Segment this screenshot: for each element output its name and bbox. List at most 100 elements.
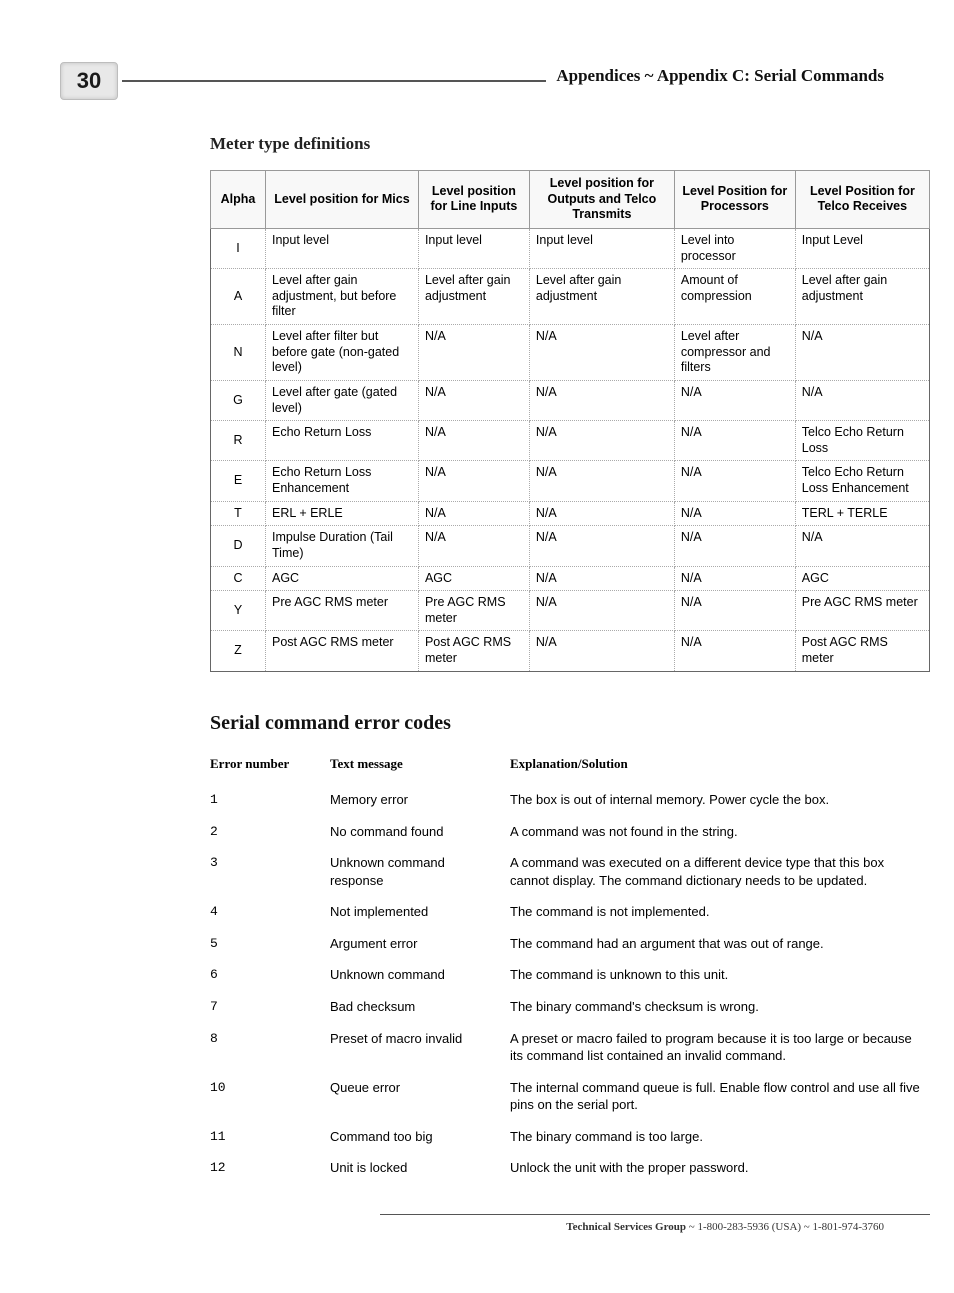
table-cell: Level after gain adjustment bbox=[418, 269, 529, 325]
error-number: 2 bbox=[210, 816, 330, 848]
table-cell: Input level bbox=[418, 228, 529, 268]
table-row: ZPost AGC RMS meterPost AGC RMS meterN/A… bbox=[211, 631, 930, 671]
error-message: No command found bbox=[330, 816, 510, 848]
table-cell: N/A bbox=[674, 380, 795, 420]
table-row: ALevel after gain adjustment, but before… bbox=[211, 269, 930, 325]
table-cell: N bbox=[211, 325, 266, 381]
table-cell: Pre AGC RMS meter bbox=[266, 591, 419, 631]
table-cell: Level after gate (gated level) bbox=[266, 380, 419, 420]
table-row: CAGCAGCN/AN/AAGC bbox=[211, 566, 930, 591]
table-cell: Echo Return Loss bbox=[266, 421, 419, 461]
table-row: DImpulse Duration (Tail Time)N/AN/AN/AN/… bbox=[211, 526, 930, 566]
error-message: Unit is locked bbox=[330, 1152, 510, 1184]
table-cell: N/A bbox=[529, 566, 674, 591]
table-row: 4Not implementedThe command is not imple… bbox=[210, 896, 930, 928]
table-cell: AGC bbox=[266, 566, 419, 591]
table-row: 1Memory errorThe box is out of internal … bbox=[210, 784, 930, 816]
table-cell: Post AGC RMS meter bbox=[418, 631, 529, 671]
table-cell: N/A bbox=[418, 421, 529, 461]
table-row: 6Unknown commandThe command is unknown t… bbox=[210, 959, 930, 991]
table-cell: ERL + ERLE bbox=[266, 501, 419, 526]
meter-table-header-row: Alpha Level position for Mics Level posi… bbox=[211, 171, 930, 229]
table-cell: Y bbox=[211, 591, 266, 631]
table-cell: N/A bbox=[674, 631, 795, 671]
table-cell: Post AGC RMS meter bbox=[795, 631, 929, 671]
error-explanation: The box is out of internal memory. Power… bbox=[510, 784, 930, 816]
table-cell: AGC bbox=[795, 566, 929, 591]
table-cell: TERL + TERLE bbox=[795, 501, 929, 526]
table-cell: T bbox=[211, 501, 266, 526]
table-cell: N/A bbox=[529, 421, 674, 461]
table-row: 8Preset of macro invalidA preset or macr… bbox=[210, 1023, 930, 1072]
table-row: 12Unit is lockedUnlock the unit with the… bbox=[210, 1152, 930, 1184]
error-message: Unknown command response bbox=[330, 847, 510, 896]
meter-col-line-inputs: Level position for Line Inputs bbox=[418, 171, 529, 229]
table-cell: A bbox=[211, 269, 266, 325]
table-row: EEcho Return Loss EnhancementN/AN/AN/ATe… bbox=[211, 461, 930, 501]
table-cell: N/A bbox=[529, 501, 674, 526]
table-cell: N/A bbox=[418, 380, 529, 420]
error-number: 3 bbox=[210, 847, 330, 896]
error-message: Unknown command bbox=[330, 959, 510, 991]
error-number: 11 bbox=[210, 1121, 330, 1153]
table-row: IInput levelInput levelInput levelLevel … bbox=[211, 228, 930, 268]
table-cell: N/A bbox=[674, 526, 795, 566]
table-row: 2No command foundA command was not found… bbox=[210, 816, 930, 848]
table-cell: Z bbox=[211, 631, 266, 671]
error-message: Queue error bbox=[330, 1072, 510, 1121]
meter-col-telco-receives: Level Position for Telco Receives bbox=[795, 171, 929, 229]
error-message: Command too big bbox=[330, 1121, 510, 1153]
table-cell: N/A bbox=[529, 631, 674, 671]
table-row: REcho Return LossN/AN/AN/ATelco Echo Ret… bbox=[211, 421, 930, 461]
error-number: 1 bbox=[210, 784, 330, 816]
error-explanation: The internal command queue is full. Enab… bbox=[510, 1072, 930, 1121]
error-col-explanation: Explanation/Solution bbox=[510, 749, 930, 785]
table-cell: Level into processor bbox=[674, 228, 795, 268]
table-row: 5Argument errorThe command had an argume… bbox=[210, 928, 930, 960]
table-cell: N/A bbox=[795, 325, 929, 381]
error-table: Error number Text message Explanation/So… bbox=[210, 749, 930, 1184]
table-cell: N/A bbox=[674, 566, 795, 591]
table-cell: N/A bbox=[529, 325, 674, 381]
error-message: Preset of macro invalid bbox=[330, 1023, 510, 1072]
error-section-title: Serial command error codes bbox=[210, 712, 884, 735]
table-cell: E bbox=[211, 461, 266, 501]
error-explanation: The binary command's checksum is wrong. bbox=[510, 991, 930, 1023]
table-cell: N/A bbox=[418, 325, 529, 381]
page-number-badge: 30 bbox=[60, 62, 118, 100]
meter-col-outputs-telco: Level position for Outputs and Telco Tra… bbox=[529, 171, 674, 229]
table-cell: N/A bbox=[418, 526, 529, 566]
table-cell: Level after gain adjustment bbox=[529, 269, 674, 325]
error-explanation: The command is unknown to this unit. bbox=[510, 959, 930, 991]
table-cell: N/A bbox=[529, 526, 674, 566]
header-title: Appendices ~ Appendix C: Serial Commands bbox=[546, 66, 884, 86]
table-cell: Pre AGC RMS meter bbox=[418, 591, 529, 631]
error-explanation: A preset or macro failed to program beca… bbox=[510, 1023, 930, 1072]
header-subtitle: Appendix C: Serial Commands bbox=[654, 66, 884, 85]
table-row: 3Unknown command responseA command was e… bbox=[210, 847, 930, 896]
table-row: NLevel after filter but before gate (non… bbox=[211, 325, 930, 381]
error-message: Bad checksum bbox=[330, 991, 510, 1023]
error-explanation: The binary command is too large. bbox=[510, 1121, 930, 1153]
table-cell: N/A bbox=[674, 421, 795, 461]
table-cell: Echo Return Loss Enhancement bbox=[266, 461, 419, 501]
table-cell: N/A bbox=[674, 591, 795, 631]
error-number: 7 bbox=[210, 991, 330, 1023]
meter-col-mics: Level position for Mics bbox=[266, 171, 419, 229]
table-cell: I bbox=[211, 228, 266, 268]
table-cell: N/A bbox=[529, 380, 674, 420]
table-row: YPre AGC RMS meterPre AGC RMS meterN/AN/… bbox=[211, 591, 930, 631]
table-cell: Input level bbox=[266, 228, 419, 268]
error-col-number: Error number bbox=[210, 749, 330, 785]
error-message: Not implemented bbox=[330, 896, 510, 928]
table-cell: Impulse Duration (Tail Time) bbox=[266, 526, 419, 566]
meter-section-title: Meter type definitions bbox=[210, 134, 884, 154]
error-table-header-row: Error number Text message Explanation/So… bbox=[210, 749, 930, 785]
error-explanation: Unlock the unit with the proper password… bbox=[510, 1152, 930, 1184]
footer-text: Technical Services Group ~ 1-800-283-593… bbox=[70, 1221, 884, 1233]
table-row: 11Command too bigThe binary command is t… bbox=[210, 1121, 930, 1153]
page-header: 30 Appendices ~ Appendix C: Serial Comma… bbox=[70, 60, 884, 100]
table-cell: Level after gain adjustment, but before … bbox=[266, 269, 419, 325]
footer-tsg: Technical Services Group bbox=[566, 1221, 686, 1233]
error-explanation: The command is not implemented. bbox=[510, 896, 930, 928]
